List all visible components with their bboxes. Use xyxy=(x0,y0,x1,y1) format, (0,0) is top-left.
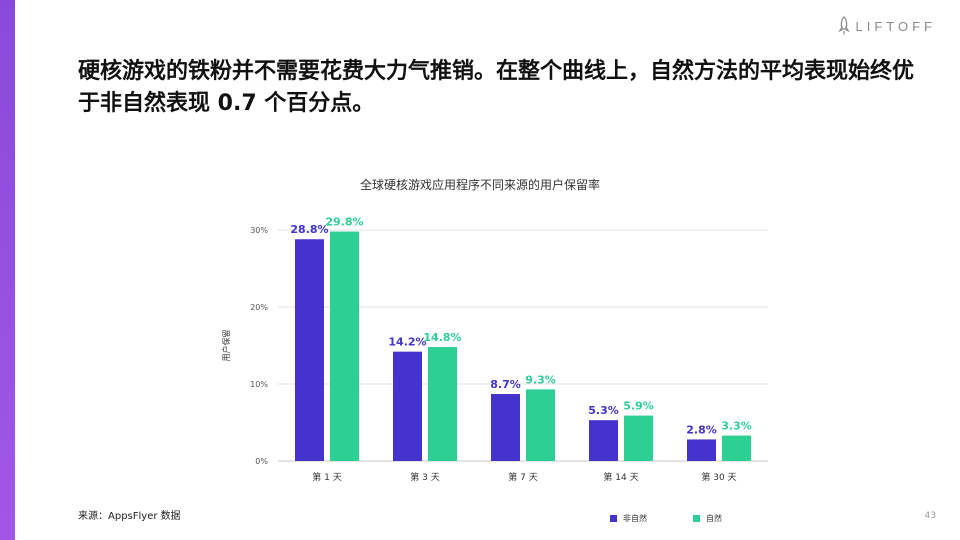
bar xyxy=(295,239,324,461)
y-tick-label: 20% xyxy=(250,303,268,312)
y-tick-label: 10% xyxy=(250,380,268,389)
x-tick-label: 第 14 天 xyxy=(603,471,638,483)
logo-text: LIFTOFF xyxy=(855,18,936,34)
rocket-icon xyxy=(837,16,850,35)
source-note: 来源：AppsFlyer 数据 xyxy=(78,511,181,522)
legend-label-organic: 自然 xyxy=(706,514,722,523)
data-label: 5.3% xyxy=(588,404,619,417)
bar xyxy=(491,394,520,461)
page-number: 43 xyxy=(924,511,936,521)
legend-swatch-non-organic xyxy=(610,515,617,522)
page-headline: 硬核游戏的铁粉并不需要花费大力气推销。在整个曲线上，自然方法的平均表现始终优于非… xyxy=(78,59,915,116)
bar xyxy=(589,420,618,461)
legend-label-non-organic: 非自然 xyxy=(623,514,647,523)
x-tick-label: 第 7 天 xyxy=(508,471,537,483)
bar xyxy=(624,415,653,461)
legend-item-non-organic: 非自然 xyxy=(610,513,647,524)
data-label: 14.8% xyxy=(423,331,461,344)
legend-item-organic: 自然 xyxy=(693,513,722,524)
x-tick-label: 第 1 天 xyxy=(312,471,341,483)
y-tick-label: 0% xyxy=(255,457,268,466)
x-tick-label: 第 3 天 xyxy=(410,471,439,483)
legend-swatch-organic xyxy=(693,515,700,522)
bar xyxy=(687,439,716,461)
bar xyxy=(393,351,422,461)
data-label: 8.7% xyxy=(490,378,521,391)
y-tick-label: 30% xyxy=(250,226,268,235)
y-axis-label: 用户保留 xyxy=(221,330,231,362)
data-label: 2.8% xyxy=(686,423,717,436)
brand-logo: LIFTOFF xyxy=(837,16,936,36)
data-label: 14.2% xyxy=(388,336,426,349)
chart-title: 全球硬核游戏应用程序不同来源的用户保留率 xyxy=(359,178,600,192)
data-label: 28.8% xyxy=(290,223,328,236)
bar xyxy=(722,435,751,461)
data-label: 29.8% xyxy=(325,216,363,229)
accent-side-bar xyxy=(0,0,15,540)
chart-legend: 非自然 自然 xyxy=(610,513,722,524)
bar xyxy=(330,231,359,461)
data-label: 3.3% xyxy=(721,420,752,433)
data-label: 5.9% xyxy=(623,400,654,413)
x-tick-label: 第 30 天 xyxy=(701,471,736,483)
bar xyxy=(526,389,555,461)
bar xyxy=(428,347,457,461)
data-label: 9.3% xyxy=(525,373,556,386)
